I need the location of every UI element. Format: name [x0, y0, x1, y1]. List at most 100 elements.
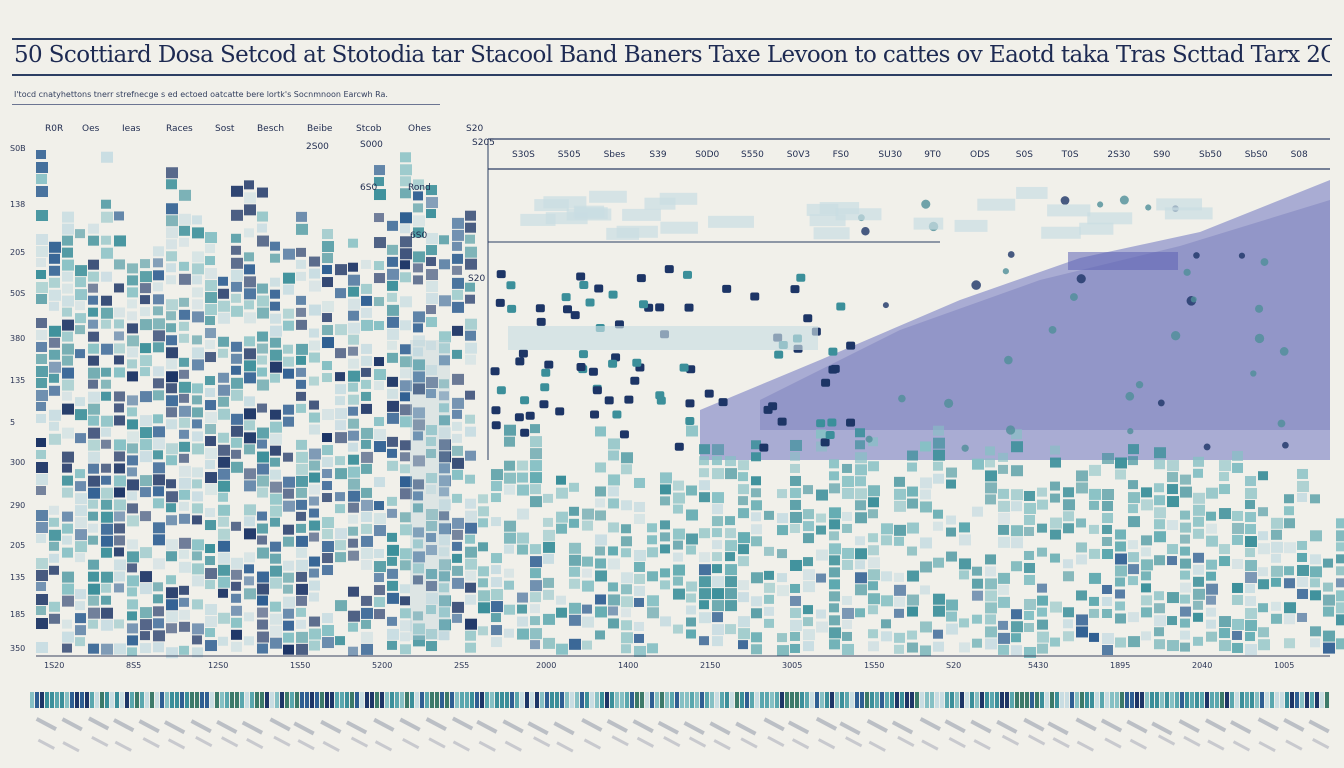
color-strip-cell	[675, 692, 679, 708]
heatmap-cell-c5	[101, 499, 112, 510]
x-annotation-mark	[1126, 719, 1148, 734]
heatmap-cell-c32	[452, 409, 462, 419]
heatmap-cell-c21	[309, 460, 320, 471]
heatmap-cell-c19	[283, 320, 294, 331]
heatmap-cell-c59	[803, 533, 814, 544]
heatmap-cell-c1	[49, 409, 61, 421]
heatmap-cell-c9	[153, 462, 165, 474]
heatmap-cell-c90	[1206, 511, 1216, 521]
heatmap-cell-c12	[192, 419, 202, 429]
scatter-dot	[585, 298, 595, 307]
heatmap-cell-c93	[1245, 572, 1257, 584]
heatmap-cell-c18	[270, 577, 282, 589]
color-strip-cell	[150, 692, 154, 708]
heatmap-cell-c44	[608, 546, 618, 556]
heatmap-cell-c25	[361, 511, 372, 522]
heatmap-cell-c18	[270, 601, 281, 612]
color-strip-cell	[1050, 692, 1054, 708]
inner-label: S000	[360, 140, 383, 150]
heatmap-cell-c18	[270, 241, 280, 251]
heatmap-cell-c65	[881, 631, 892, 642]
scatter-dot	[1125, 391, 1135, 401]
heatmap-cell-c65	[881, 571, 892, 582]
heatmap-cell-c70	[946, 479, 956, 489]
heatmap-cell-c73	[985, 494, 996, 505]
scatter-dot	[774, 350, 784, 359]
heatmap-cell-c44	[608, 522, 619, 533]
color-strip-cell	[1110, 692, 1114, 708]
heatmap-cell-c62	[842, 559, 853, 570]
heatmap-cell-c26	[374, 513, 386, 525]
x-annotation-mark	[504, 740, 522, 752]
heatmap-cell-c15	[231, 245, 241, 255]
heatmap-cell-c55	[751, 476, 761, 486]
heatmap-cell-c12	[192, 443, 204, 455]
color-strip-cell	[630, 692, 634, 708]
heatmap-cell-c2	[62, 223, 74, 235]
heatmap-cell-c16	[244, 312, 256, 324]
color-strip-cell	[60, 692, 64, 708]
x-tick-label: 2S5	[454, 661, 469, 670]
x-annotation-mark	[142, 737, 160, 749]
x-annotation-mark	[868, 740, 886, 752]
heatmap-cell-c29	[413, 419, 425, 431]
heatmap-cell-c64	[868, 593, 880, 605]
heatmap-cell-c28	[400, 152, 411, 163]
heatmap-cell-c5	[101, 427, 111, 437]
heatmap-cell-c46	[634, 513, 645, 524]
heatmap-cell-c86	[1154, 507, 1166, 519]
heatmap-cell-c8	[140, 319, 152, 331]
heatmap-cell-c55	[751, 596, 762, 607]
heatmap-cell-c48	[660, 616, 671, 627]
color-strip-cell	[260, 692, 264, 708]
heatmap-cell-c26	[374, 357, 384, 367]
heatmap-cell-c92	[1232, 522, 1244, 534]
heatmap-cell-c28	[400, 212, 412, 224]
y-tick-label: S0B	[10, 144, 26, 153]
scatter-dot	[592, 386, 602, 395]
heatmap-cell-c53	[725, 624, 736, 635]
heatmap-cell-c69	[933, 605, 945, 617]
heatmap-cell-c62	[842, 619, 852, 629]
heatmap-cell-c2	[62, 391, 72, 401]
heatmap-cell-c84	[1128, 636, 1140, 648]
heatmap-cell-c22	[322, 553, 333, 564]
x-annotation-mark	[1129, 738, 1147, 750]
color-strip-cell	[865, 692, 869, 708]
heatmap-cell-c4	[88, 559, 99, 570]
table-header: Sb50	[1199, 150, 1222, 160]
heatmap-cell-c78	[1050, 481, 1060, 491]
heatmap-cell-c93	[1245, 620, 1257, 632]
heatmap-cell-c99	[1323, 642, 1335, 654]
heatmap-cell-c77	[1037, 523, 1047, 533]
heatmap-cell-c67	[907, 606, 918, 617]
heatmap-cell-c32	[452, 457, 464, 469]
heatmap-cell-c0	[36, 282, 48, 294]
heatmap-cell-c30	[426, 389, 436, 399]
heatmap-cell-c1	[49, 241, 61, 253]
color-strip-cell	[290, 692, 294, 708]
heatmap-cell-c61	[829, 531, 839, 541]
heatmap-cell-c35	[491, 613, 501, 623]
heatmap-cell-c9	[153, 438, 165, 450]
heatmap-cell-c18	[270, 349, 282, 361]
heatmap-cell-c2	[62, 403, 74, 415]
heatmap-cell-c52	[712, 564, 722, 574]
heatmap-cell-c96	[1284, 506, 1294, 516]
heatmap-cell-c36	[504, 568, 514, 578]
heatmap-cell-c66	[894, 488, 906, 500]
heatmap-cell-c29	[413, 563, 424, 574]
table-cell	[708, 215, 754, 228]
heatmap-cell-c21	[309, 412, 320, 423]
heatmap-cell-c31	[439, 295, 451, 307]
heatmap-cell-c2	[62, 259, 74, 271]
heatmap-cell-c2	[62, 331, 73, 342]
heatmap-cell-c10	[166, 179, 177, 190]
heatmap-cell-c6	[114, 355, 124, 365]
color-strip-cell	[1130, 692, 1134, 708]
heatmap-cell-c58	[790, 511, 802, 523]
heatmap-cell-c61	[829, 543, 841, 555]
heatmap-cell-c92	[1232, 594, 1243, 605]
heatmap-cell-c11	[179, 237, 189, 247]
heatmap-cell-c81	[1089, 488, 1101, 500]
